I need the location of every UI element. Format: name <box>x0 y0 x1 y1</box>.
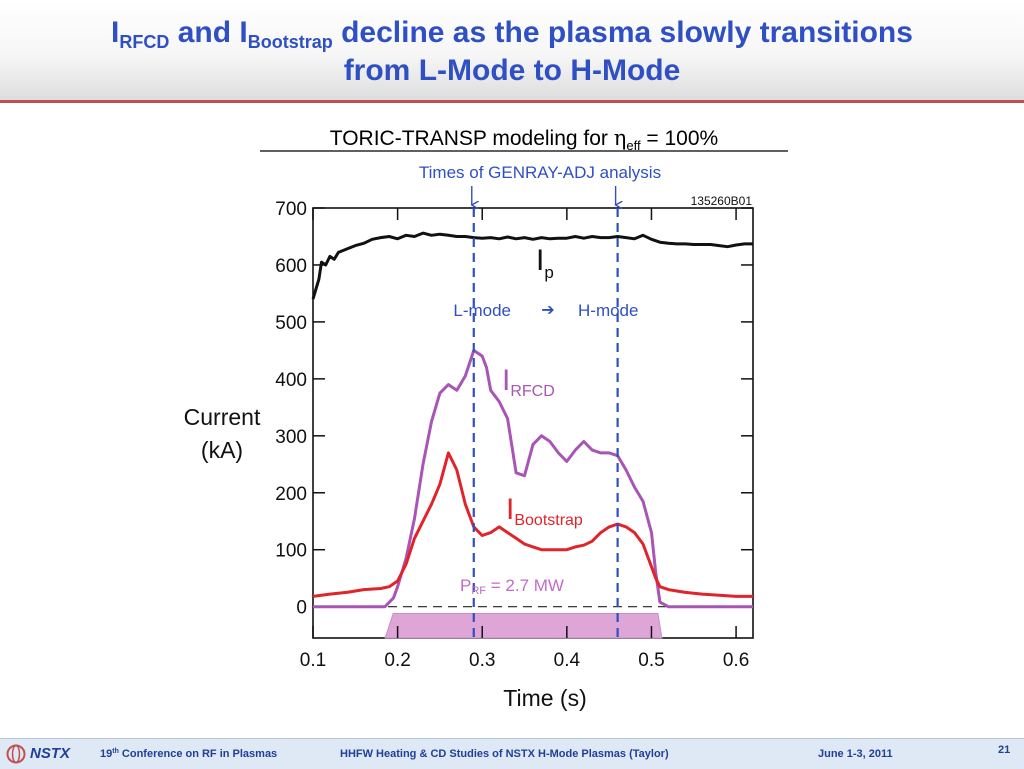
series-ip-line <box>311 231 753 300</box>
footer-date: June 1-3, 2011 <box>818 748 893 760</box>
current-chart: TORIC-TRANSP modeling for ηeff = 100% Ti… <box>184 126 788 711</box>
label-irfcd: IRFCD <box>502 364 555 400</box>
chart-title: TORIC-TRANSP modeling for ηeff = 100% <box>330 126 718 153</box>
tick-group: 0 100 200 300 400 500 600 700 0.1 0.2 0.3 0.4 0.5 0.6 <box>275 199 753 671</box>
y-tick-label: 200 <box>275 484 307 505</box>
x-tick-label: 0.4 <box>554 650 581 671</box>
mode-left-label: L-mode <box>453 301 511 320</box>
chart-subtitle: Times of GENRAY-ADJ analysis <box>419 163 661 182</box>
label-ibootstrap-sub: Bootstrap <box>514 512 583 529</box>
y-tick-label: 100 <box>275 541 307 562</box>
title-line-1: IRFCD and IBootstrap decline as the plas… <box>0 14 1024 52</box>
title-sub-bootstrap: Bootstrap <box>247 32 333 52</box>
plot-frame <box>312 207 754 639</box>
chart-title-suffix: = 100% <box>641 127 719 150</box>
mode-right-label: H-mode <box>578 301 638 320</box>
title-and: and <box>169 16 240 49</box>
y-tick-label: 300 <box>275 427 307 448</box>
x-tick-label: 0.1 <box>300 650 326 671</box>
label-ip-i: I <box>536 244 544 277</box>
y-axis-label-1: Current <box>184 404 261 430</box>
title-line-2: from L-Mode to H-Mode <box>343 54 681 87</box>
y-axis-label-2: (kA) <box>201 437 243 463</box>
chart-title-prefix: TORIC-TRANSP modeling for <box>330 127 614 150</box>
footer-conf-sup: th <box>112 748 119 755</box>
title-i-1: I <box>111 16 120 49</box>
footer-conference: 19th Conference on RF in Plasmas <box>100 748 277 760</box>
series-group <box>311 231 753 609</box>
nstx-logo: NSTX <box>6 743 82 765</box>
x-tick-label: 0.2 <box>384 650 410 671</box>
prf-label-p: P <box>460 576 471 595</box>
x-tick-label: 0.3 <box>469 650 495 671</box>
label-ibootstrap: IBootstrap <box>506 493 583 529</box>
label-ibootstrap-i: I <box>506 493 514 526</box>
header-rule <box>0 100 1024 103</box>
footer-talk-title: HHFW Heating & CD Studies of NSTX H-Mode… <box>340 748 669 760</box>
prf-window-band <box>384 613 663 639</box>
chart-title-eff: eff <box>626 138 641 153</box>
title-sub-rfcd: RFCD <box>119 32 170 52</box>
y-tick-label: 0 <box>296 598 307 619</box>
y-tick-label: 400 <box>275 370 307 391</box>
label-ip: Ip <box>536 244 554 282</box>
x-tick-label: 0.5 <box>638 650 664 671</box>
prf-window-group <box>384 613 663 639</box>
page-number: 21 <box>998 744 1011 756</box>
series-ibootstrap-line <box>312 451 753 598</box>
shot-label: 135260B01 <box>691 194 753 208</box>
title-line-1-rest: decline as the plasma slowly transitions <box>332 16 913 49</box>
footer-conf-num: 19 <box>100 748 113 760</box>
chart-title-eta: η <box>614 126 627 150</box>
label-irfcd-sub: RFCD <box>510 383 554 400</box>
slide-header <box>0 0 1024 102</box>
prf-label: PRF = 2.7 MW <box>460 576 564 597</box>
label-irfcd-i: I <box>502 364 510 397</box>
nstx-logo-icon <box>6 744 26 764</box>
x-axis-label: Time (s) <box>503 685 586 711</box>
nstx-logo-text: NSTX <box>30 745 71 762</box>
mode-arrow: ➔ <box>541 300 554 319</box>
title-i-2: I <box>239 16 248 49</box>
y-tick-label: 700 <box>275 199 307 220</box>
series-irfcd-line <box>313 348 753 609</box>
analysis-time-group <box>472 186 618 638</box>
slide-footer: NSTX 19th Conference on RF in Plasmas HH… <box>0 738 1024 769</box>
y-tick-label: 600 <box>275 256 307 277</box>
slide-title: IRFCD and IBootstrap decline as the plas… <box>0 14 1024 90</box>
x-tick-label: 0.6 <box>723 650 749 671</box>
label-ip-sub: p <box>544 263 553 282</box>
y-tick-label: 500 <box>275 313 307 334</box>
footer-conf-rest: Conference on RF in Plasmas <box>118 748 278 760</box>
prf-label-rest: = 2.7 MW <box>486 576 564 595</box>
prf-label-sub: RF <box>471 585 486 597</box>
